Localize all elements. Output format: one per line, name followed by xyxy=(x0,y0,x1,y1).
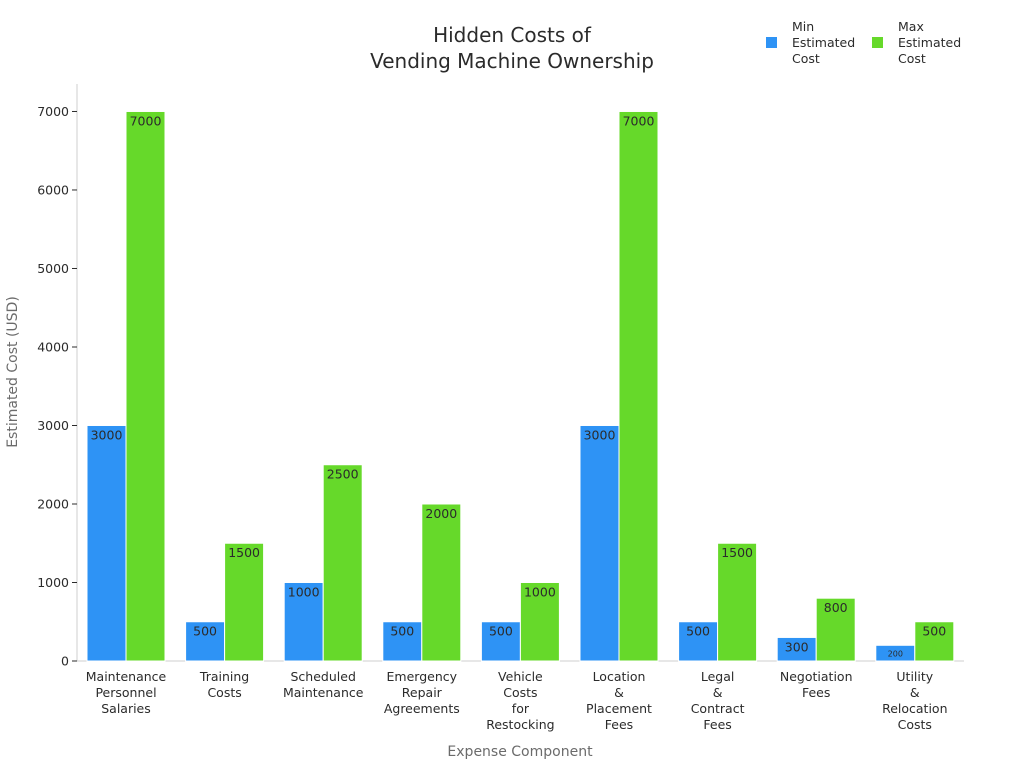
x-tick-label-line: Costs xyxy=(207,685,241,700)
x-tick-label-line: Placement xyxy=(586,701,652,716)
bar-min-estimated-cost xyxy=(86,424,127,662)
bar-max-estimated-cost xyxy=(717,542,758,662)
bar-data-label: 7000 xyxy=(623,113,655,128)
bar-data-label: 500 xyxy=(922,624,946,639)
x-tick-label: Vehicle Costs for Restocking xyxy=(486,669,554,732)
x-tick-label-line: Salaries xyxy=(101,701,151,716)
x-tick-label-line: Fees xyxy=(802,685,830,700)
x-tick-label-line: Training xyxy=(199,669,249,684)
bar-data-label: 500 xyxy=(686,624,710,639)
x-tick-label-line: & xyxy=(614,685,624,700)
bar-max-estimated-cost xyxy=(914,621,955,662)
y-tick-label: 2000 xyxy=(37,496,69,511)
x-tick-label-line: Maintenance xyxy=(86,669,167,684)
bar-data-label: 1500 xyxy=(721,545,753,560)
x-tick-label-line: for xyxy=(512,701,530,716)
bar-max-estimated-cost xyxy=(815,597,856,662)
chart-bars xyxy=(86,110,955,662)
legend-label-line: Cost xyxy=(792,51,820,66)
x-tick-label-line: Personnel xyxy=(95,685,156,700)
bar-min-estimated-cost xyxy=(678,621,719,662)
bar-data-label: 800 xyxy=(824,600,848,615)
legend-label-min: Min Estimated Cost xyxy=(792,19,855,66)
x-tick-label-line: Scheduled xyxy=(291,669,356,684)
legend-label-line: Cost xyxy=(898,51,926,66)
y-tick-label: 6000 xyxy=(37,182,69,197)
y-tick-label: 7000 xyxy=(37,104,69,119)
x-tick-label-line: Repair xyxy=(402,685,443,700)
x-tick-label-line: & xyxy=(713,685,723,700)
y-tick-label: 3000 xyxy=(37,418,69,433)
y-tick-label: 1000 xyxy=(37,575,69,590)
bar-data-label: 2500 xyxy=(327,467,359,482)
x-tick-label-line: Utility xyxy=(896,669,933,684)
bar-data-label: 3000 xyxy=(584,427,616,442)
legend-swatch-min xyxy=(766,37,777,48)
x-tick-label: Training Costs xyxy=(199,669,249,700)
chart-title-line: Vending Machine Ownership xyxy=(370,49,654,73)
bar-min-estimated-cost xyxy=(480,621,521,662)
legend-label-line: Estimated xyxy=(898,35,961,50)
chart-data-labels: 3000 500 1000 500 500 3000 500 300 200 7000 1500 25… xyxy=(91,113,947,658)
bar-min-estimated-cost xyxy=(579,424,620,662)
bar-max-estimated-cost xyxy=(322,464,363,662)
chart-title-line: Hidden Costs of xyxy=(433,23,592,47)
x-tick-label-line: Emergency xyxy=(387,669,458,684)
y-axis-title: Estimated Cost (USD) xyxy=(5,296,21,448)
x-tick-label-line: Location xyxy=(593,669,646,684)
x-tick-label-line: Maintenance xyxy=(283,685,364,700)
x-tick-label-line: Costs xyxy=(898,717,932,732)
x-axis-title: Expense Component xyxy=(447,744,593,760)
x-tick-label-line: Negotiation xyxy=(780,669,853,684)
x-tick-label: Legal & Contract Fees xyxy=(691,669,745,732)
y-tick-label: 5000 xyxy=(37,261,69,276)
legend-label-line: Max xyxy=(898,19,924,34)
legend-label-max: Max Estimated Cost xyxy=(898,19,961,66)
x-tick-label-line: Restocking xyxy=(486,717,554,732)
bar-data-label: 200 xyxy=(888,649,903,658)
x-tick-label: Utility & Relocation Costs xyxy=(882,669,947,732)
x-tick-label: Emergency Repair Agreements xyxy=(384,669,460,716)
bar-data-label: 500 xyxy=(489,624,513,639)
bar-max-estimated-cost xyxy=(519,581,560,662)
bar-max-estimated-cost xyxy=(618,110,659,662)
bar-data-label: 1500 xyxy=(228,545,260,560)
x-tick-label-line: Agreements xyxy=(384,701,460,716)
bar-data-label: 2000 xyxy=(425,506,457,521)
bar-data-label: 300 xyxy=(785,639,809,654)
x-tick-label-line: Fees xyxy=(605,717,633,732)
x-tick-label-line: Costs xyxy=(503,685,537,700)
y-tick-label: 0 xyxy=(61,654,69,669)
x-tick-label-line: & xyxy=(910,685,920,700)
bar-max-estimated-cost xyxy=(224,542,265,662)
legend-label-line: Estimated xyxy=(792,35,855,50)
x-tick-label: Maintenance Personnel Salaries xyxy=(86,669,167,716)
bar-data-label: 3000 xyxy=(91,427,123,442)
x-tick-label-line: Legal xyxy=(701,669,735,684)
y-tick-label: 4000 xyxy=(37,339,69,354)
bar-data-label: 1000 xyxy=(524,584,556,599)
x-tick-label: Scheduled Maintenance xyxy=(283,669,364,700)
bar-data-label: 500 xyxy=(193,624,217,639)
bar-max-estimated-cost xyxy=(125,110,166,662)
x-tick-label-line: Relocation xyxy=(882,701,947,716)
x-tick-label-line: Fees xyxy=(703,717,731,732)
legend-label-line: Min xyxy=(792,19,814,34)
bar-max-estimated-cost xyxy=(421,503,462,662)
x-tick-label: Location & Placement Fees xyxy=(586,669,652,732)
chart-axes: 0 1000 2000 3000 4000 5000 6000 7000 Maintenance… xyxy=(37,84,964,732)
x-tick-label-line: Contract xyxy=(691,701,745,716)
x-tick-label-line: Vehicle xyxy=(498,669,543,684)
legend-swatch-max xyxy=(872,37,883,48)
x-tick-label: Negotiation Fees xyxy=(780,669,853,700)
bar-data-label: 7000 xyxy=(130,113,162,128)
bar-data-label: 1000 xyxy=(288,584,320,599)
bar-data-label: 500 xyxy=(390,624,414,639)
